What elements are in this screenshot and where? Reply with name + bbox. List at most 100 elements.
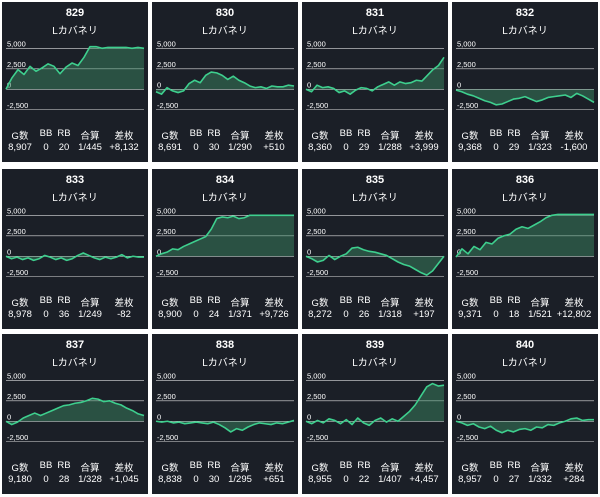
machine-card-829[interactable]: 829 Lカバネリ 5,000 2,500 0 -2,500 G数 BB RB 合算 差枚 8,907… (2, 2, 148, 162)
stat-value-bb: 0 (43, 474, 49, 485)
stat-value-bb: 0 (343, 309, 349, 320)
stat-label-diff: 差枚 (264, 463, 284, 474)
stats-header-row: G数 BB RB 合算 差枚 (456, 460, 594, 474)
stat-label-bb: BB (39, 460, 53, 471)
y-tick-label: 2,500 (157, 227, 176, 236)
machine-card-836[interactable]: 836 Lカバネリ 5,000 2,500 0 -2,500 G数 BB RB 合算 差枚 9,371… (452, 169, 598, 329)
machine-number: 834 (215, 174, 235, 186)
machine-card-830[interactable]: 830 Lカバネリ 5,000 2,500 0 -2,500 G数 BB RB 合算 差枚 8,691… (152, 2, 298, 162)
y-tick-label: 5,000 (457, 206, 476, 215)
machine-card-840[interactable]: 840 Lカバネリ 5,000 2,500 0 -2,500 G数 BB RB 合算 差枚 8,957… (452, 334, 598, 494)
machine-card-834[interactable]: 834 Lカバネリ 5,000 2,500 0 -2,500 G数 BB RB 合算 差枚 8,900… (152, 169, 298, 329)
y-tick-label: 2,500 (7, 227, 26, 236)
y-tick-label: 0 (157, 80, 161, 89)
stat-label-diff: 差枚 (264, 131, 284, 142)
stat-label-rb: RB (357, 295, 371, 306)
stat-value-total: 1/371 (228, 309, 252, 320)
machine-card-839[interactable]: 839 Lカバネリ 5,000 2,500 0 -2,500 G数 BB RB 合算 差枚 8,955… (302, 334, 448, 494)
stat-label-diff: 差枚 (564, 298, 584, 309)
stat-label-bb: BB (189, 460, 203, 471)
stat-value-diff: +284 (563, 474, 585, 485)
machine-number: 829 (65, 7, 85, 19)
y-tick-label: 5,000 (7, 39, 26, 48)
stats-value-row: 8,955 0 22 1/407 +4,457 (306, 474, 444, 487)
y-tick-label: 5,000 (157, 206, 176, 215)
stat-label-bb: BB (189, 128, 203, 139)
stat-label-total: 合算 (530, 463, 550, 474)
y-tick-label: 2,500 (457, 227, 476, 236)
machine-model: Lカバネリ (52, 193, 98, 204)
stat-label-rb: RB (507, 295, 521, 306)
stats-table: G数 BB RB 合算 差枚 8,957 0 27 1/332 +284 (456, 460, 594, 490)
machine-number: 832 (515, 7, 535, 19)
stat-value-total: 1/328 (78, 474, 102, 485)
stat-label-diff: 差枚 (414, 298, 434, 309)
machine-card-832[interactable]: 832 Lカバネリ 5,000 2,500 0 -2,500 G数 BB RB 合算 差枚 9,368… (452, 2, 598, 162)
stats-table: G数 BB RB 合算 差枚 8,955 0 22 1/407 +4,457 (306, 460, 444, 490)
machine-card-833[interactable]: 833 Lカバネリ 5,000 2,500 0 -2,500 G数 BB RB 合算 差枚 8,978… (2, 169, 148, 329)
payout-area (306, 383, 444, 426)
machine-number: 838 (215, 339, 235, 351)
stat-value-bb: 0 (193, 309, 199, 320)
machine-card-837[interactable]: 837 Lカバネリ 5,000 2,500 0 -2,500 G数 BB RB 合算 差枚 9,180… (2, 334, 148, 494)
stat-value-total: 1/332 (528, 474, 552, 485)
y-tick-label: 2,500 (157, 60, 176, 69)
stat-label-g: G数 (311, 463, 329, 474)
stat-value-diff: +510 (263, 142, 285, 153)
stat-label-rb: RB (57, 295, 71, 306)
payout-line (455, 417, 594, 434)
stats-value-row: 9,368 0 29 1/323 -1,600 (456, 142, 594, 155)
machine-model: Lカバネリ (352, 26, 398, 37)
stats-value-row: 9,180 0 28 1/328 +1,045 (6, 474, 144, 487)
stat-label-g: G数 (311, 131, 329, 142)
machine-number: 831 (365, 7, 385, 19)
payout-area (456, 417, 594, 433)
y-tick-label: 5,000 (457, 371, 476, 380)
y-tick-label: -2,500 (7, 433, 28, 442)
machine-card-835[interactable]: 835 Lカバネリ 5,000 2,500 0 -2,500 G数 BB RB 合算 差枚 8,272… (302, 169, 448, 329)
stat-label-g: G数 (311, 298, 329, 309)
stats-value-row: 8,838 0 30 1/295 +651 (156, 474, 294, 487)
stats-header-row: G数 BB RB 合算 差枚 (6, 295, 144, 309)
payout-line (455, 213, 594, 258)
machine-card-831[interactable]: 831 Lカバネリ 5,000 2,500 0 -2,500 G数 BB RB 合算 差枚 8,360… (302, 2, 448, 162)
stat-value-g: 8,955 (308, 474, 332, 485)
machine-model: Lカバネリ (502, 358, 548, 369)
stat-label-total: 合算 (230, 131, 250, 142)
stat-label-diff: 差枚 (564, 131, 584, 142)
y-tick-label: 0 (307, 412, 311, 421)
stats-value-row: 8,900 0 24 1/371 +9,726 (156, 309, 294, 322)
machine-card-838[interactable]: 838 Lカバネリ 5,000 2,500 0 -2,500 G数 BB RB 合算 差枚 8,838… (152, 334, 298, 494)
stat-value-g: 8,907 (8, 142, 32, 153)
y-tick-label: 2,500 (307, 227, 326, 236)
stat-value-bb: 0 (493, 309, 499, 320)
stat-value-total: 1/407 (378, 474, 402, 485)
y-tick-label: 5,000 (307, 371, 326, 380)
y-tick-label: 5,000 (457, 39, 476, 48)
payout-area (156, 215, 294, 257)
payout-area (456, 214, 594, 258)
y-tick-label: -2,500 (457, 433, 478, 442)
stats-table: G数 BB RB 合算 差枚 8,272 0 26 1/318 +197 (306, 295, 444, 325)
stats-value-row: 8,691 0 30 1/290 +510 (156, 142, 294, 155)
stat-label-rb: RB (357, 460, 371, 471)
stat-value-total: 1/249 (78, 309, 102, 320)
y-tick-label: 5,000 (7, 371, 26, 380)
machine-model: Lカバネリ (202, 358, 248, 369)
y-tick-label: 5,000 (7, 206, 26, 215)
stat-label-total: 合算 (80, 463, 100, 474)
y-tick-label: 0 (157, 247, 161, 256)
stats-table: G数 BB RB 合算 差枚 8,978 0 36 1/249 -82 (6, 295, 144, 325)
stat-label-diff: 差枚 (564, 463, 584, 474)
stats-value-row: 9,371 0 18 1/521 +12,802 (456, 309, 594, 322)
machine-number: 840 (515, 339, 535, 351)
stat-value-rb: 27 (508, 474, 520, 485)
y-tick-label: 2,500 (7, 60, 26, 69)
